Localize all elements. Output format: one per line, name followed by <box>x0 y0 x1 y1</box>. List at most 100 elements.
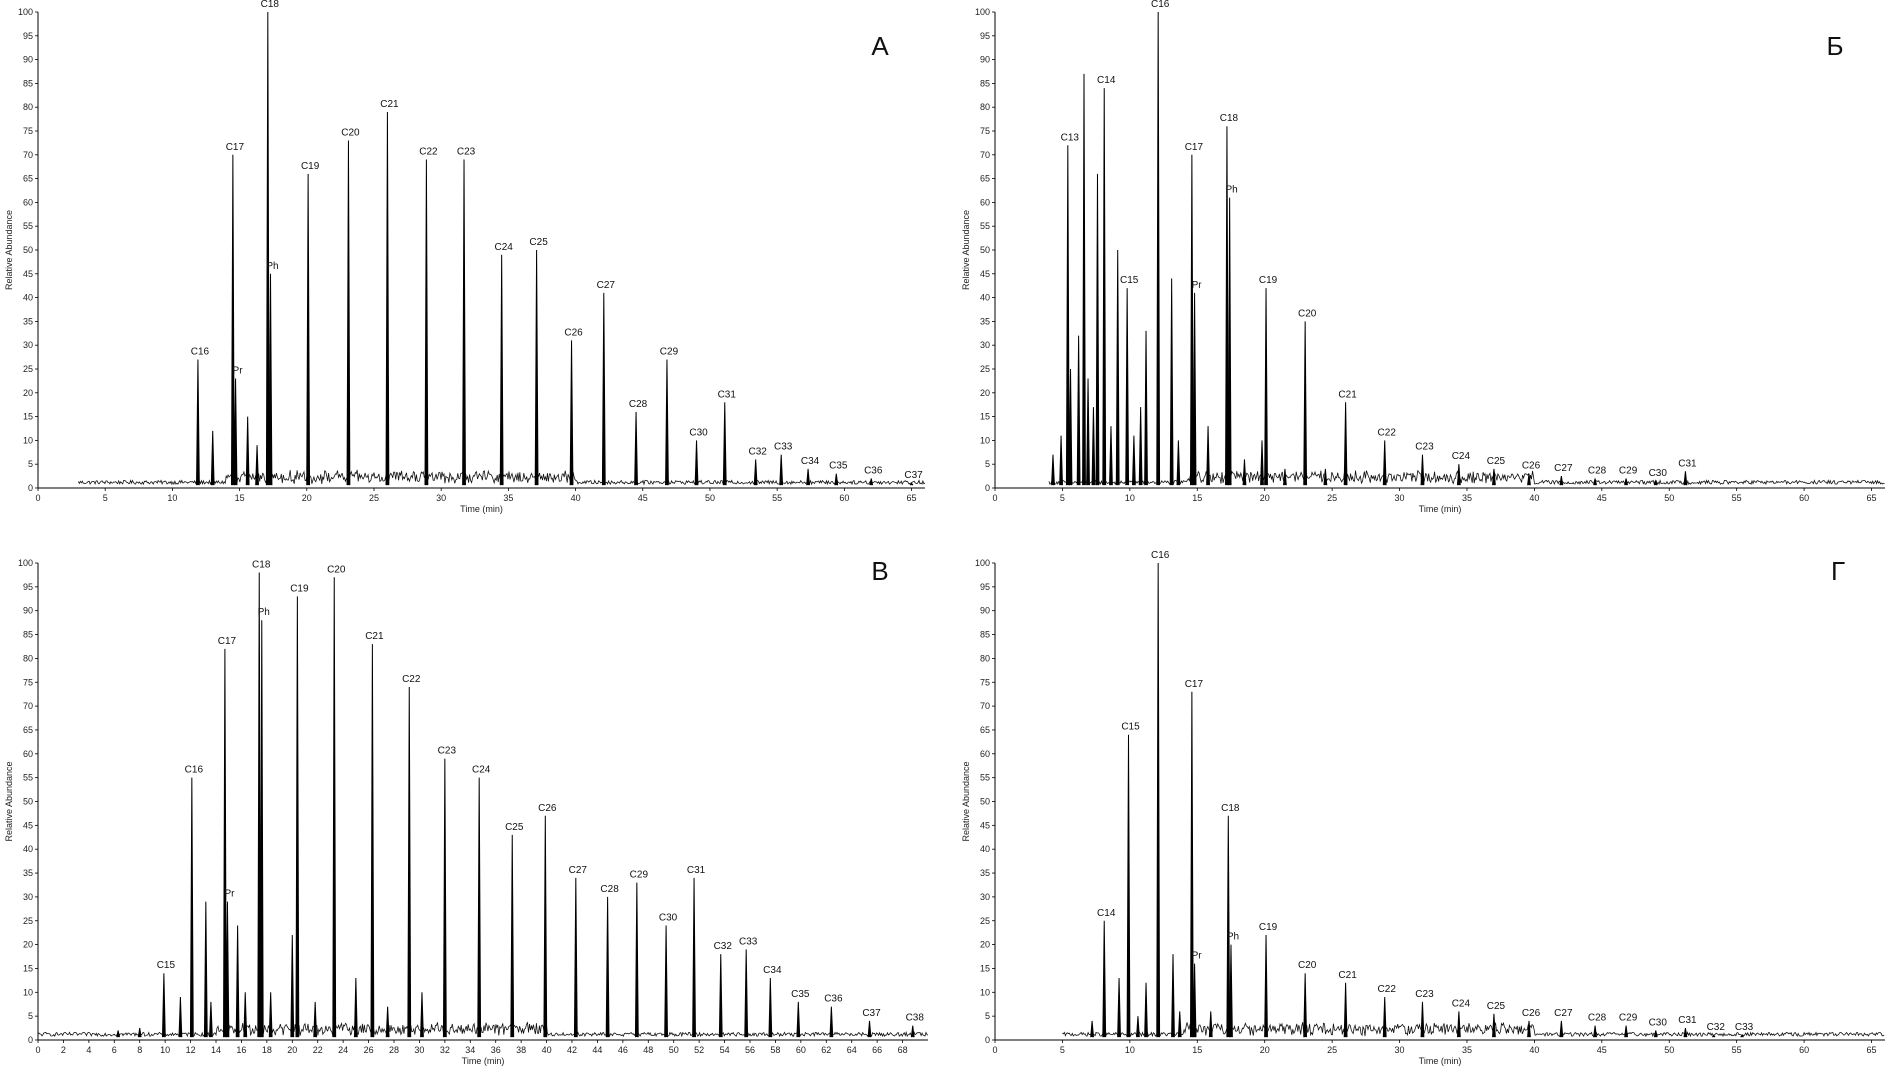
peak-mark <box>1109 426 1113 486</box>
peak-mark <box>1176 440 1181 486</box>
peak-label: C15 <box>157 960 176 971</box>
y-tick-label: 10 <box>23 987 33 997</box>
peak-label: C18 <box>252 560 271 571</box>
peak-mark <box>306 173 311 486</box>
peak-label: C28 <box>1588 465 1607 476</box>
y-tick-label: 5 <box>985 1011 990 1021</box>
peak-mark <box>910 1025 915 1038</box>
peak-label: C26 <box>1522 461 1541 472</box>
x-tick-label: 58 <box>770 1045 780 1055</box>
peak-mark <box>1169 278 1174 486</box>
peak-label: C19 <box>290 583 309 594</box>
peak-label: C25 <box>1487 1001 1506 1012</box>
peak-mark <box>1382 440 1387 486</box>
x-tick-label: 55 <box>1732 1045 1742 1055</box>
x-tick-label: 24 <box>338 1045 348 1055</box>
peak-mark <box>1303 321 1308 486</box>
peak-mark <box>834 473 839 486</box>
x-tick-label: 22 <box>313 1045 323 1055</box>
peak-label: C27 <box>1554 1008 1573 1019</box>
peak-label: C23 <box>438 746 457 757</box>
x-tick-label: 52 <box>694 1045 704 1055</box>
peak-label: C22 <box>419 147 438 158</box>
y-tick-label: 50 <box>23 245 33 255</box>
y-tick-label: 85 <box>23 78 33 88</box>
x-tick-label: 0 <box>35 493 40 503</box>
peak-mark <box>1208 1011 1213 1038</box>
peak-label: C30 <box>659 913 678 924</box>
peak-label: C17 <box>218 636 237 647</box>
peak-mark <box>510 834 515 1038</box>
peak-mark <box>1091 407 1096 486</box>
x-tick-label: 40 <box>542 1045 552 1055</box>
peak-mark <box>1189 154 1194 486</box>
peak-mark <box>779 454 784 486</box>
peak-mark <box>1065 145 1070 486</box>
peak-mark <box>634 882 639 1038</box>
peak-label: C32 <box>1707 1022 1726 1033</box>
y-tick-label: 20 <box>980 388 990 398</box>
x-tick-label: 4 <box>86 1045 91 1055</box>
peak-label: Ph <box>1226 185 1238 196</box>
x-tick-label: 50 <box>669 1045 679 1055</box>
peak-mark <box>462 159 466 486</box>
y-tick-label: 50 <box>980 797 990 807</box>
peak-mark <box>243 992 248 1038</box>
y-tick-label: 65 <box>980 725 990 735</box>
peak-label: C21 <box>380 99 399 110</box>
y-tick-label: 70 <box>980 701 990 711</box>
y-tick-label: 20 <box>980 940 990 950</box>
peak-label: C37 <box>862 1008 881 1019</box>
peak-label: C30 <box>1649 468 1668 479</box>
peak-mark <box>370 644 375 1038</box>
x-tick-label: 55 <box>772 493 782 503</box>
x-tick-label: 5 <box>1060 493 1065 503</box>
y-tick-label: 15 <box>980 412 990 422</box>
peak-mark <box>255 445 259 486</box>
peak-label: C23 <box>457 147 476 158</box>
x-tick-label: 40 <box>1529 1045 1539 1055</box>
peak-mark <box>1527 473 1531 486</box>
x-tick-label: 20 <box>1260 1045 1270 1055</box>
x-tick-label: 20 <box>302 493 312 503</box>
peak-mark <box>1225 126 1229 486</box>
peak-mark <box>722 402 727 486</box>
peak-mark <box>385 111 390 486</box>
x-tick-label: 35 <box>1462 1045 1472 1055</box>
peak-mark <box>235 925 240 1038</box>
peak-mark <box>313 1001 318 1038</box>
x-tick-label: 36 <box>491 1045 501 1055</box>
peak-mark <box>806 468 810 486</box>
peak-label: C35 <box>791 989 810 1000</box>
y-tick-label: 35 <box>23 316 33 326</box>
y-tick-label: 90 <box>23 55 33 65</box>
x-tick-label: 10 <box>167 493 177 503</box>
peak-mark <box>1059 435 1063 486</box>
y-tick-label: 75 <box>23 677 33 687</box>
x-tick-label: 15 <box>1192 1045 1202 1055</box>
peak-label: C35 <box>829 461 848 472</box>
peak-mark <box>1683 471 1688 486</box>
peak-label: C28 <box>1588 1013 1607 1024</box>
x-tick-label: 20 <box>1260 493 1270 503</box>
peak-mark <box>1082 73 1086 486</box>
peak-mark <box>1260 440 1264 486</box>
peak-mark <box>259 620 264 1038</box>
panel-label: Г <box>1831 556 1845 586</box>
peak-mark <box>1156 562 1161 1038</box>
peak-mark <box>1303 973 1308 1038</box>
peak-label: C18 <box>1221 803 1240 814</box>
y-tick-label: 65 <box>23 725 33 735</box>
peak-label: C25 <box>505 822 524 833</box>
x-tick-label: 30 <box>1395 1045 1405 1055</box>
x-tick-label: 16 <box>236 1045 246 1055</box>
x-tick-label: 40 <box>571 493 581 503</box>
peak-mark <box>1144 330 1148 486</box>
peak-mark <box>1323 468 1328 486</box>
peak-mark <box>1593 1025 1597 1038</box>
peak-mark <box>477 777 482 1038</box>
peak-label: C17 <box>1185 679 1204 690</box>
y-tick-label: 80 <box>980 102 990 112</box>
x-tick-label: 25 <box>1327 493 1337 503</box>
y-tick-label: 75 <box>23 126 33 136</box>
